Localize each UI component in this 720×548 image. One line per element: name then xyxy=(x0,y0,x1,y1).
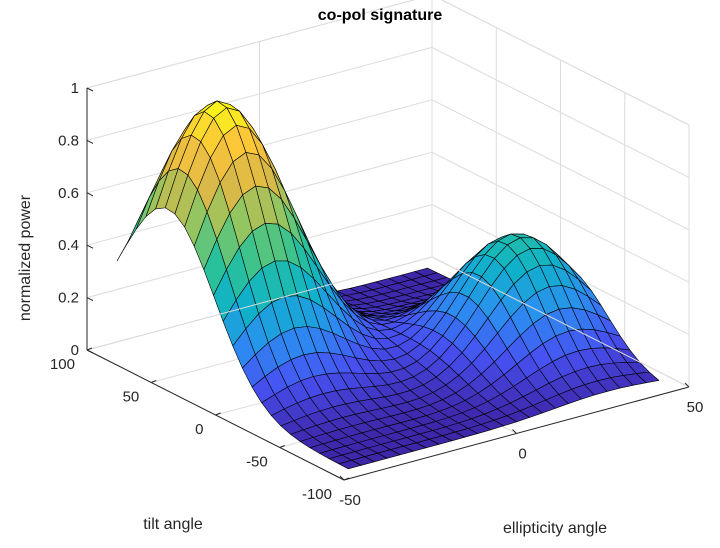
x-tick-mark xyxy=(512,429,517,434)
z-tick-label: 0.6 xyxy=(58,185,79,202)
y-tick-label: 100 xyxy=(50,356,75,373)
y-tick-label: 0 xyxy=(195,421,203,438)
y-tick-mark xyxy=(215,412,221,416)
axes-box-edge xyxy=(440,0,690,126)
z-tick-label: 0.4 xyxy=(58,237,79,254)
x-tick-mark xyxy=(684,382,690,388)
y-tick-label: -50 xyxy=(246,454,268,471)
y-tick-mark xyxy=(343,477,350,481)
axes-box xyxy=(86,0,690,481)
z-tick-mark xyxy=(86,297,94,302)
z-axis-label: normalized power xyxy=(17,194,34,321)
axes-box-edge xyxy=(431,256,690,388)
y-tick-label: 50 xyxy=(123,389,140,406)
z-tick-label: 0.2 xyxy=(58,290,79,307)
z-tick-label: 0.8 xyxy=(58,132,79,149)
tick-labels: 0 0.2 0.4 0.6 0.8 1 -100 -50 0 50 100 -50 0 50 xyxy=(50,80,703,509)
surface-face xyxy=(126,197,150,245)
x-tick-label: -50 xyxy=(339,492,361,509)
y-tick-label: -100 xyxy=(302,486,332,503)
z-tick-mark xyxy=(86,192,94,197)
axes-box-edge xyxy=(86,0,416,89)
grid-line-sidewall-z xyxy=(431,46,690,178)
axes-box-edge xyxy=(86,256,433,351)
grid-line-backwall-z xyxy=(86,46,433,141)
grid-line-sidewall-z xyxy=(431,99,690,231)
y-tick-mark xyxy=(151,380,157,383)
z-tick-mark xyxy=(86,349,94,354)
x-tick-label: 0 xyxy=(518,446,526,463)
y-axis-label: tilt angle xyxy=(143,516,203,533)
surface-mesh xyxy=(116,100,660,470)
z-tick-label: 0 xyxy=(71,342,79,359)
z-tick-mark xyxy=(86,87,94,92)
surface-face xyxy=(338,459,362,470)
grid-line-sidewall-z xyxy=(431,151,690,283)
chart-title: co-pol signature xyxy=(318,7,443,24)
z-tick-mark xyxy=(86,244,94,249)
y-tick-mark xyxy=(279,445,285,448)
z-tick-label: 1 xyxy=(71,80,79,97)
x-tick-label: 50 xyxy=(687,399,704,416)
y-tick-mark xyxy=(86,347,93,351)
z-tick-mark xyxy=(86,139,94,144)
x-tick-mark xyxy=(339,475,345,481)
x-axis-label: ellipticity angle xyxy=(503,520,607,537)
